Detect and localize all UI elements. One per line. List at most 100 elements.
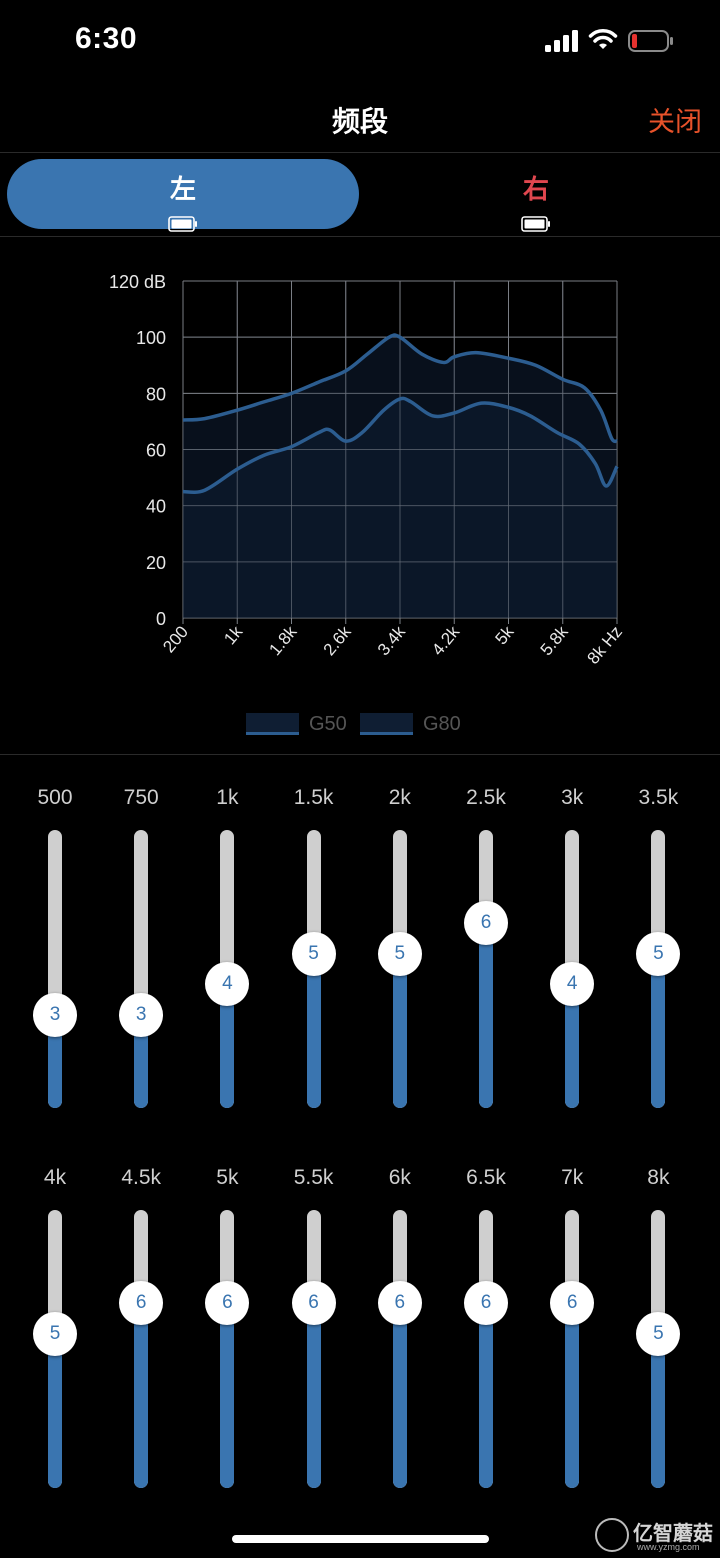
eq-slider-track[interactable] xyxy=(479,1210,493,1488)
eq-slider-knob[interactable]: 5 xyxy=(291,931,336,976)
eq-band-4k: 4k 5 xyxy=(12,1160,98,1490)
legend-swatch xyxy=(360,713,413,735)
eq-band-2.5k: 2.5k 6 xyxy=(443,780,529,1110)
cellular-signal-icon xyxy=(545,30,578,52)
x-tick-label: 8k Hz xyxy=(584,622,626,668)
eq-slider-knob[interactable]: 6 xyxy=(119,1280,164,1325)
eq-slider-knob[interactable]: 4 xyxy=(550,962,595,1007)
eq-slider-fill xyxy=(392,953,407,1108)
eq-slider-fill xyxy=(134,1015,149,1108)
status-time: 6:30 xyxy=(75,22,138,55)
eq-slider-track[interactable] xyxy=(306,1210,321,1488)
eq-band-500: 500 3 xyxy=(12,780,98,1110)
x-tick-label: 1k xyxy=(220,622,246,648)
eq-band-frequency-label: 500 xyxy=(37,786,73,809)
eq-slider-knob[interactable]: 6 xyxy=(464,1280,508,1325)
eq-band-frequency-label: 2k xyxy=(388,786,411,809)
tab-left[interactable]: 左 xyxy=(7,159,359,232)
eq-band-3k: 3k 4 xyxy=(529,780,615,1110)
battery-low-icon xyxy=(628,30,673,52)
eq-slider-knob[interactable]: 6 xyxy=(291,1280,336,1325)
eq-slider-fill xyxy=(565,984,580,1108)
eq-band-3.5k: 3.5k 5 xyxy=(615,780,701,1110)
series-line xyxy=(182,333,618,444)
eq-band-5.5k: 5.5k 6 xyxy=(271,1160,357,1490)
eq-band-frequency-label: 8k xyxy=(647,1166,670,1189)
eq-band-frequency-label: 7k xyxy=(561,1166,584,1189)
eq-band-frequency-label: 750 xyxy=(123,786,159,809)
mushroom-logo-icon xyxy=(595,1518,629,1552)
tab-right-label: 右 xyxy=(522,174,549,204)
nav-header: 频段 关闭 xyxy=(0,80,720,153)
eq-slider-fill xyxy=(392,1302,407,1488)
eq-slider-knob[interactable]: 6 xyxy=(205,1280,250,1325)
wifi-icon xyxy=(588,29,618,49)
watermark: 亿智蘑菇 www.yzmg.com xyxy=(595,1516,715,1554)
eq-slider-fill xyxy=(651,1333,666,1488)
tab-right[interactable]: 右 xyxy=(360,159,712,232)
eq-slider-knob[interactable]: 6 xyxy=(464,900,508,945)
eq-band-frequency-label: 2.5k xyxy=(466,786,506,809)
legend-label: G80 xyxy=(423,713,461,735)
eq-slider-track[interactable] xyxy=(134,830,149,1108)
eq-band-frequency-label: 5k xyxy=(216,1166,239,1189)
eq-band-frequency-label: 3.5k xyxy=(638,786,679,809)
home-indicator[interactable] xyxy=(232,1535,489,1543)
eq-slider-track[interactable] xyxy=(392,1210,407,1488)
ear-tabs: 左 右 xyxy=(0,153,720,237)
eq-slider-knob[interactable]: 5 xyxy=(636,931,681,976)
watermark-name: 亿智蘑菇 xyxy=(633,1523,713,1545)
eq-band-frequency-label: 5.5k xyxy=(293,1166,334,1189)
battery-icon xyxy=(521,216,550,232)
equalizer-row-2: 4k 5 4.5k 6 5k 6 5.5k 6 6k 6 6.5k 6 7k 6 8k 5 xyxy=(0,1160,720,1490)
legend-swatch-line xyxy=(360,732,413,735)
legend-swatch xyxy=(246,713,299,735)
status-bar: 6:30 xyxy=(0,0,720,80)
x-tick-label: 5.8k xyxy=(537,622,573,659)
eq-slider-track[interactable] xyxy=(565,1210,580,1488)
eq-slider-fill xyxy=(479,1302,493,1488)
eq-slider-fill xyxy=(651,953,666,1108)
eq-slider-track[interactable] xyxy=(48,830,62,1108)
close-button[interactable]: 关闭 xyxy=(648,107,702,137)
eq-slider-knob[interactable]: 4 xyxy=(205,962,250,1007)
eq-slider-knob[interactable]: 3 xyxy=(119,993,164,1038)
y-tick-label: 80 xyxy=(146,384,166,404)
eq-band-750: 750 3 xyxy=(98,780,184,1110)
eq-slider-fill xyxy=(306,1302,321,1488)
frequency-response-chart: 0 20 40 60 80 100 120 dB 200 1k 1.8k 2.6k 3.4k 4.2k 5… xyxy=(0,250,720,750)
y-tick-label: 120 dB xyxy=(109,272,166,292)
x-tick-label: 4.2k xyxy=(428,622,464,659)
series-line xyxy=(182,396,619,494)
eq-band-6k: 6k 6 xyxy=(357,1160,443,1490)
watermark-url: www.yzmg.com xyxy=(637,1542,700,1552)
eq-slider-knob[interactable]: 5 xyxy=(33,1311,77,1356)
battery-icon xyxy=(168,216,197,232)
eq-slider-track[interactable] xyxy=(479,830,493,1108)
tab-left-label: 左 xyxy=(169,174,196,204)
eq-slider-knob[interactable]: 6 xyxy=(550,1280,595,1325)
eq-band-4.5k: 4.5k 6 xyxy=(98,1160,184,1490)
divider xyxy=(0,754,720,755)
eq-band-1k: 1k 4 xyxy=(184,780,270,1110)
eq-band-frequency-label: 4.5k xyxy=(121,1166,162,1189)
y-tick-label: 60 xyxy=(146,441,166,461)
eq-slider-fill xyxy=(48,1015,62,1108)
eq-slider-fill xyxy=(220,984,235,1108)
x-tick-label: 1.8k xyxy=(265,622,301,659)
eq-slider-knob[interactable]: 5 xyxy=(636,1311,681,1356)
eq-slider-fill xyxy=(48,1333,62,1488)
eq-band-frequency-label: 6k xyxy=(388,1166,411,1189)
eq-slider-knob[interactable]: 3 xyxy=(33,993,77,1038)
eq-band-8k: 8k 5 xyxy=(615,1160,701,1490)
eq-band-frequency-label: 1.5k xyxy=(293,786,334,809)
eq-band-frequency-label: 1k xyxy=(216,786,239,809)
eq-slider-fill xyxy=(479,922,493,1108)
x-tick-label: 2.6k xyxy=(320,622,356,659)
eq-band-5k: 5k 6 xyxy=(184,1160,270,1490)
eq-slider-fill xyxy=(306,953,321,1108)
eq-slider-knob[interactable]: 6 xyxy=(377,1280,422,1325)
eq-slider-track[interactable] xyxy=(134,1210,149,1488)
eq-slider-track[interactable] xyxy=(220,1210,235,1488)
eq-slider-knob[interactable]: 5 xyxy=(377,931,422,976)
